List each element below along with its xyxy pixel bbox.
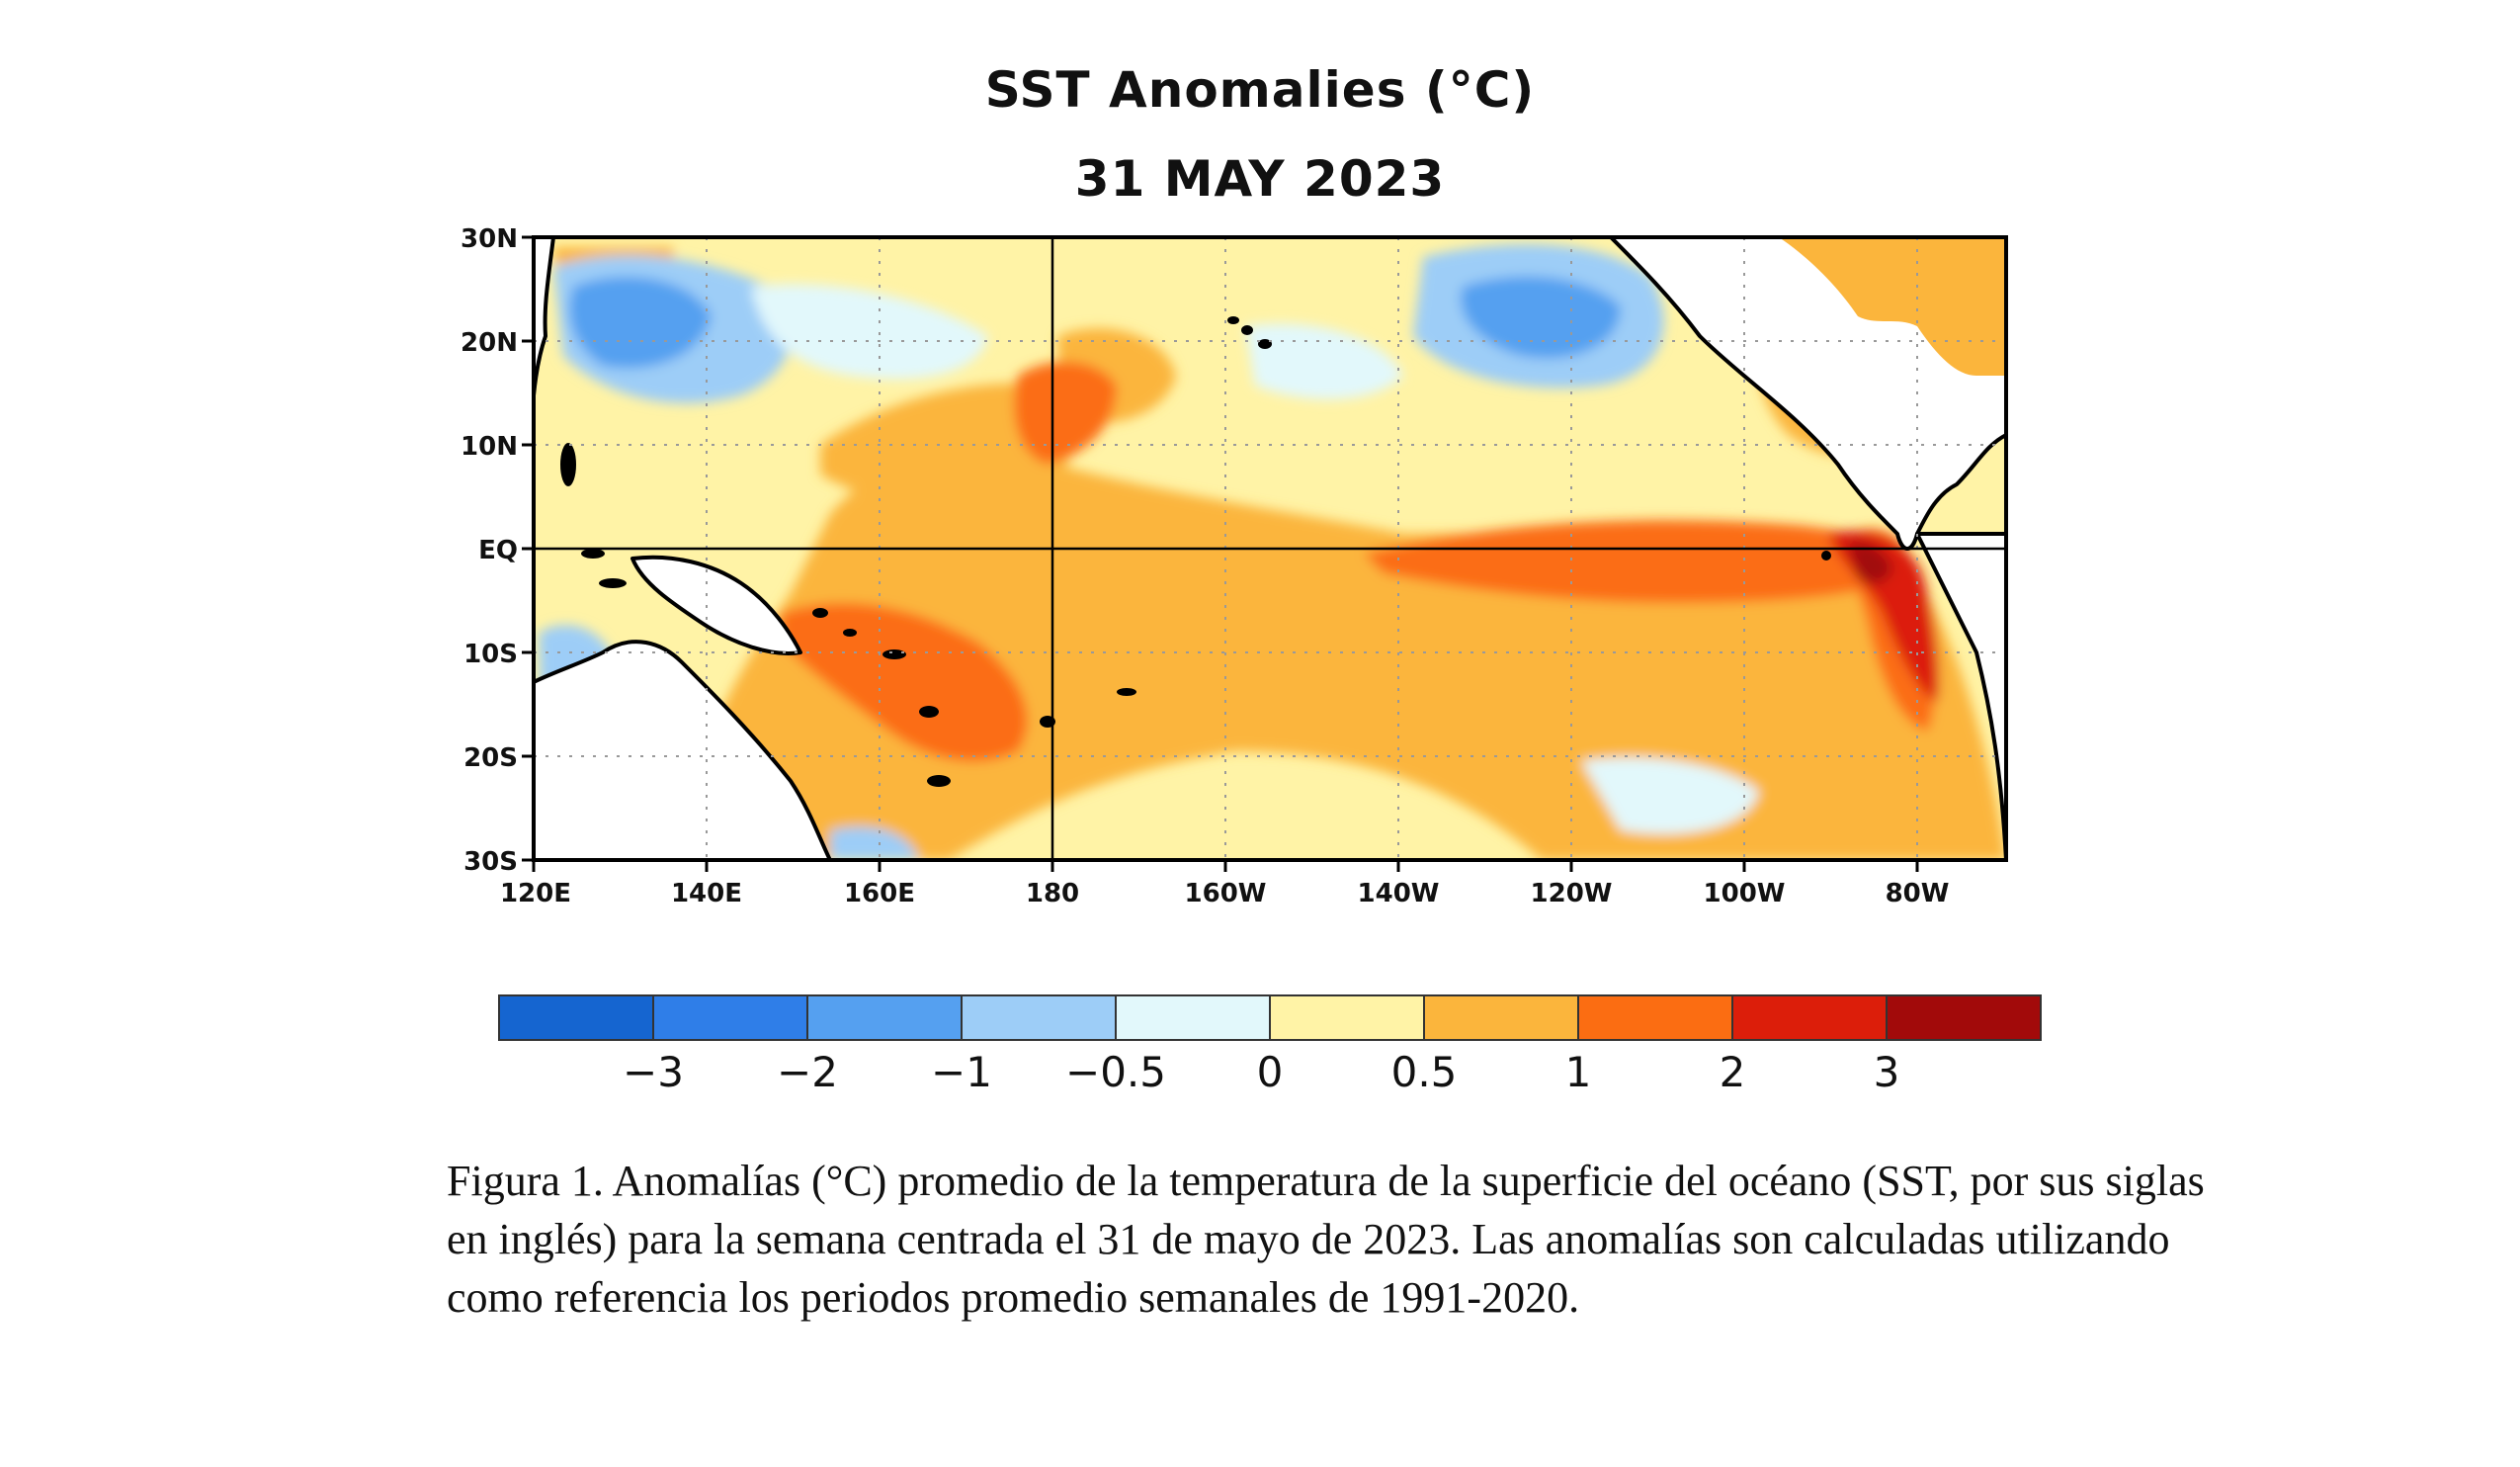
island bbox=[882, 649, 906, 659]
anomaly-region bbox=[820, 383, 1079, 505]
lat-label: 20S bbox=[463, 743, 518, 773]
lon-label: 80W bbox=[1886, 879, 1950, 908]
lon-label: 140W bbox=[1358, 879, 1440, 908]
map-title: SST Anomalies (°C) bbox=[984, 61, 1536, 119]
colorbar-swatch bbox=[806, 994, 963, 1041]
anomaly-region bbox=[569, 277, 712, 369]
figure-caption: Figura 1. Anomalías (°C) promedio de la … bbox=[447, 1157, 2205, 1322]
anomaly-region bbox=[1848, 543, 1892, 584]
colorbar-swatch bbox=[1577, 994, 1733, 1041]
lon-label: 120E bbox=[500, 879, 571, 908]
island bbox=[581, 549, 605, 559]
colorbar-swatch bbox=[1269, 994, 1425, 1041]
colorbar-label: 3 bbox=[1874, 1048, 1900, 1096]
anomaly-region bbox=[1245, 323, 1403, 399]
new-guinea-land bbox=[630, 555, 802, 655]
anomaly-region bbox=[1364, 520, 1917, 603]
colorbar-swatch bbox=[652, 994, 808, 1041]
axis-ticks bbox=[522, 235, 1919, 872]
anomaly-region bbox=[830, 826, 919, 860]
lon-label: 160W bbox=[1185, 879, 1267, 908]
anomaly-region bbox=[781, 603, 1028, 762]
island bbox=[560, 443, 576, 486]
colorbar-label: −0.5 bbox=[1065, 1048, 1166, 1096]
colorbar-label: −3 bbox=[623, 1048, 684, 1096]
colorbar-label: 2 bbox=[1720, 1048, 1746, 1096]
island bbox=[927, 775, 951, 787]
colorbar-swatch bbox=[1731, 994, 1888, 1041]
colorbar: −3 −2 −1 −0.5 0 0.5 1 2 3 bbox=[498, 994, 2042, 1096]
lon-label: 180 bbox=[1026, 879, 1079, 908]
anomaly-region bbox=[1014, 362, 1117, 465]
colorbar-label: 0.5 bbox=[1391, 1048, 1458, 1096]
colorbar-swatch bbox=[1423, 994, 1579, 1041]
anomaly-region bbox=[751, 284, 988, 380]
island bbox=[599, 578, 627, 588]
colorbar-label: 1 bbox=[1565, 1048, 1592, 1096]
colorbar-label: −1 bbox=[931, 1048, 992, 1096]
lon-label: 100W bbox=[1704, 879, 1786, 908]
lat-label: 30S bbox=[463, 847, 518, 877]
lon-label: 120W bbox=[1531, 879, 1613, 908]
island bbox=[1117, 688, 1136, 696]
lon-label: 140E bbox=[671, 879, 742, 908]
south-america-land bbox=[1915, 532, 2006, 860]
islands bbox=[560, 316, 1831, 787]
lon-label: 160E bbox=[844, 879, 915, 908]
lat-labels: 30N 20N 10N EQ 10S 20S 30S bbox=[461, 224, 518, 877]
lat-label: 20N bbox=[461, 328, 518, 358]
island bbox=[1258, 339, 1272, 349]
anomaly-region bbox=[1828, 530, 1939, 702]
colorbar-swatch bbox=[1115, 994, 1271, 1041]
colorbar-swatch bbox=[961, 994, 1117, 1041]
lat-label: 30N bbox=[461, 224, 518, 254]
island bbox=[843, 629, 857, 637]
central-america-land bbox=[1779, 237, 2006, 376]
island bbox=[1241, 325, 1253, 335]
lon-labels: 120E 140E 160E 180 160W 140W 120W 100W 8… bbox=[500, 879, 1949, 908]
anomaly-region bbox=[1581, 757, 1759, 834]
island bbox=[919, 706, 939, 718]
coastlines bbox=[534, 237, 2006, 860]
map-date: 31 MAY 2023 bbox=[1074, 150, 1446, 208]
australia-land bbox=[534, 640, 832, 860]
colorbar-swatch bbox=[498, 994, 654, 1041]
colorbar-swatch bbox=[1886, 994, 2042, 1041]
anomaly-region bbox=[1461, 276, 1621, 359]
colorbar-label: −2 bbox=[777, 1048, 838, 1096]
island bbox=[1227, 316, 1239, 324]
lat-label: 10S bbox=[463, 640, 518, 669]
island bbox=[1821, 551, 1831, 561]
lat-label: EQ bbox=[478, 536, 518, 565]
colorbar-label: 0 bbox=[1257, 1048, 1284, 1096]
island bbox=[812, 608, 828, 618]
lat-label: 10N bbox=[461, 432, 518, 462]
